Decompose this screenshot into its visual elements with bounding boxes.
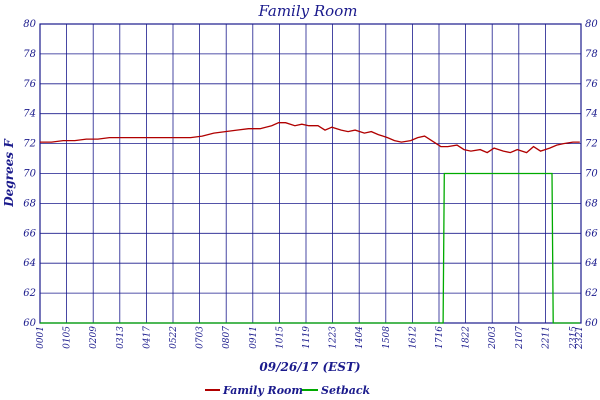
legend: Family Room Setback [205,384,371,397]
x-tick-label: 2315 [569,326,579,350]
y-tick-label-left: 78 [23,49,36,60]
x-axis-label: 09/26/17 (EST) [259,360,360,374]
y-tick-label-left: 68 [23,198,36,209]
x-tick-label: 0313 [116,326,126,349]
y-tick-label-left: 60 [23,318,36,329]
y-tick-label-right: 80 [585,19,598,30]
x-tick-label: 2107 [515,326,525,350]
y-tick-label-left: 80 [23,19,36,30]
y-tick-label-right: 76 [585,79,598,90]
y-tick-label-left: 76 [23,79,36,90]
x-tick-label: 0417 [142,326,152,349]
y-tick-label-right: 62 [585,288,598,299]
x-tick-label: 2321 [575,326,585,350]
x-tick-label: 1119 [302,326,312,349]
y-tick-label-left: 62 [23,288,36,299]
x-tick-label: 1716 [435,326,445,349]
y-tick-label-right: 72 [585,139,598,150]
y-tick-label-left: 72 [23,139,36,150]
x-tick-label: 1015 [275,326,285,349]
x-tick-label: 0522 [169,326,179,349]
y-tick-label-right: 74 [585,109,598,120]
y-tick-label-left: 64 [23,258,36,269]
y-axis-right: 60 62 64 66 68 70 72 74 76 78 80 [585,19,598,329]
series-line-family-room [40,122,580,154]
y-tick-label-left: 70 [23,169,36,180]
x-tick-label: 0807 [222,326,232,349]
x-tick-label: 2211 [541,326,551,350]
legend-label-setback: Setback [321,384,371,397]
y-tick-label-left: 66 [23,228,36,239]
x-tick-label: 0209 [89,326,99,349]
y-axis-left: 60 62 64 66 68 70 72 74 76 78 80 [23,19,36,329]
y-tick-label-right: 68 [585,198,598,209]
x-tick-label: 0105 [63,326,73,349]
x-tick-label: 2003 [488,326,498,350]
series-layer [40,122,580,324]
y-axis-label: Degrees F [2,138,16,208]
x-tick-label: 0911 [249,326,259,349]
x-tick-label: 0703 [196,326,206,349]
legend-label-family-room: Family Room [222,384,303,397]
x-tick-label: 1508 [382,326,392,349]
y-tick-label-right: 78 [585,49,598,60]
x-tick-label: 1404 [355,326,365,349]
x-tick-label: 1822 [462,326,472,349]
series-line-setback [40,172,580,324]
y-tick-label-right: 70 [585,169,598,180]
x-tick-label: 1612 [408,326,418,349]
y-tick-label-right: 66 [585,228,598,239]
x-tick-label: 1223 [329,326,339,349]
x-axis: 0001 0105 0209 0313 0417 0522 0703 0807 0911 1015… [36,326,585,350]
y-tick-label-left: 74 [23,109,36,120]
x-tick-label: 0001 [36,326,46,349]
chart-title: Family Room [258,2,358,20]
y-tick-label-right: 64 [585,258,598,269]
y-tick-label-right: 60 [585,318,598,329]
